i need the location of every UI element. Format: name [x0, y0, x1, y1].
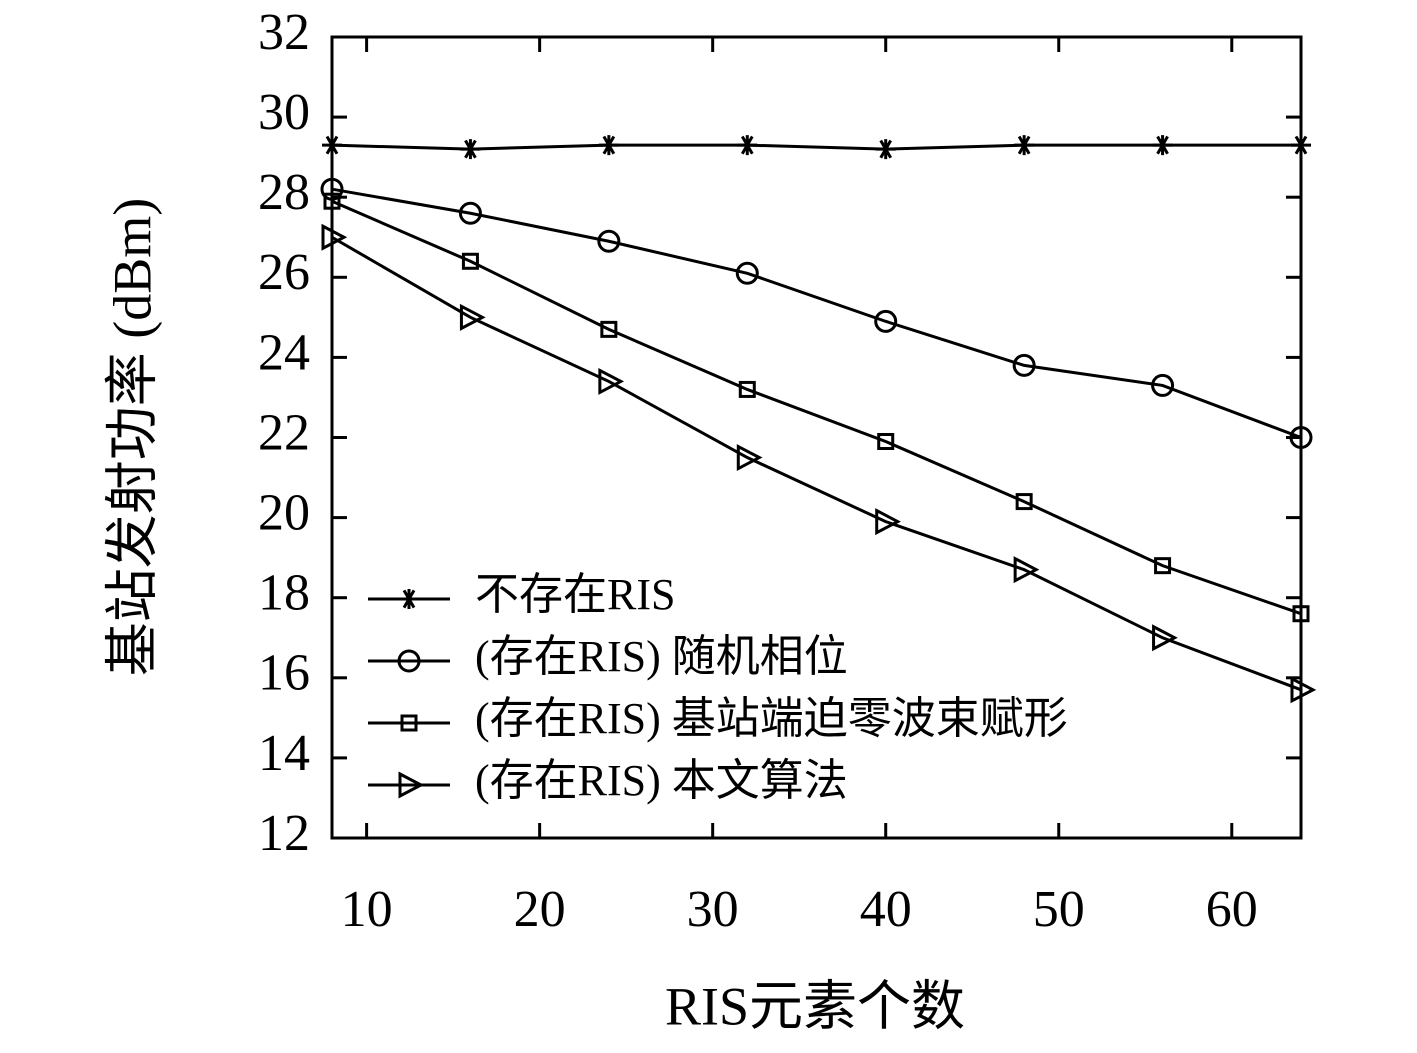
legend-label: (存在RIS) 本文算法 — [475, 756, 848, 805]
marker — [1013, 556, 1040, 584]
marker — [460, 139, 481, 160]
x-axis-label: RIS元素个数 — [665, 976, 965, 1036]
y-axis-label: 基站发射功率 (dBm) — [102, 198, 162, 677]
y-tick-label: 14 — [258, 725, 310, 782]
marker — [320, 177, 344, 201]
y-tick-label: 12 — [258, 805, 310, 862]
legend-marker — [397, 649, 421, 673]
marker — [875, 139, 896, 160]
marker — [735, 261, 759, 285]
marker — [598, 367, 625, 395]
marker — [875, 508, 901, 536]
y-tick-label: 24 — [258, 324, 310, 381]
marker — [598, 135, 619, 156]
marker — [737, 135, 758, 156]
marker — [736, 444, 763, 472]
marker — [458, 201, 482, 225]
series-line — [331, 143, 1301, 151]
legend-label: (存在RIS) 随机相位 — [475, 632, 848, 681]
series-line — [331, 235, 1302, 692]
legend-marker — [398, 771, 425, 799]
marker — [461, 252, 479, 270]
y-tick-label: 30 — [258, 84, 310, 141]
x-tick-label: 40 — [860, 881, 912, 938]
marker — [321, 223, 348, 251]
y-tick-label: 32 — [258, 4, 310, 61]
x-tick-label: 30 — [687, 881, 739, 938]
y-tick-label: 16 — [258, 645, 310, 702]
marker — [1152, 135, 1173, 156]
x-tick-label: 50 — [1033, 881, 1085, 938]
marker — [1154, 557, 1172, 575]
series-line — [331, 199, 1302, 616]
marker — [600, 320, 618, 338]
marker — [1014, 135, 1035, 156]
y-tick-label: 28 — [258, 164, 310, 221]
legend-marker — [400, 714, 418, 732]
y-tick-label: 22 — [258, 404, 310, 461]
y-tick-label: 20 — [258, 485, 310, 542]
marker — [1292, 605, 1310, 623]
marker — [597, 229, 621, 253]
marker — [323, 192, 341, 210]
marker — [877, 433, 895, 451]
legend-label: (存在RIS) 基站端迫零波束赋形 — [475, 694, 1068, 743]
x-tick-label: 20 — [514, 881, 566, 938]
marker — [874, 309, 898, 333]
marker — [1290, 676, 1317, 704]
y-tick-label: 26 — [258, 244, 310, 301]
marker — [1152, 624, 1178, 652]
marker — [1289, 426, 1313, 449]
legend-marker — [399, 589, 419, 609]
marker — [1015, 493, 1033, 511]
marker — [322, 135, 342, 156]
legend-label: 不存在RIS — [475, 570, 675, 619]
x-tick-label: 10 — [341, 881, 393, 938]
marker — [1151, 373, 1175, 397]
marker — [459, 303, 486, 331]
marker — [738, 380, 756, 398]
y-tick-label: 18 — [258, 565, 310, 622]
marker — [1012, 353, 1036, 377]
marker — [1291, 135, 1311, 156]
series-line — [331, 187, 1302, 439]
x-tick-label: 60 — [1206, 881, 1258, 938]
